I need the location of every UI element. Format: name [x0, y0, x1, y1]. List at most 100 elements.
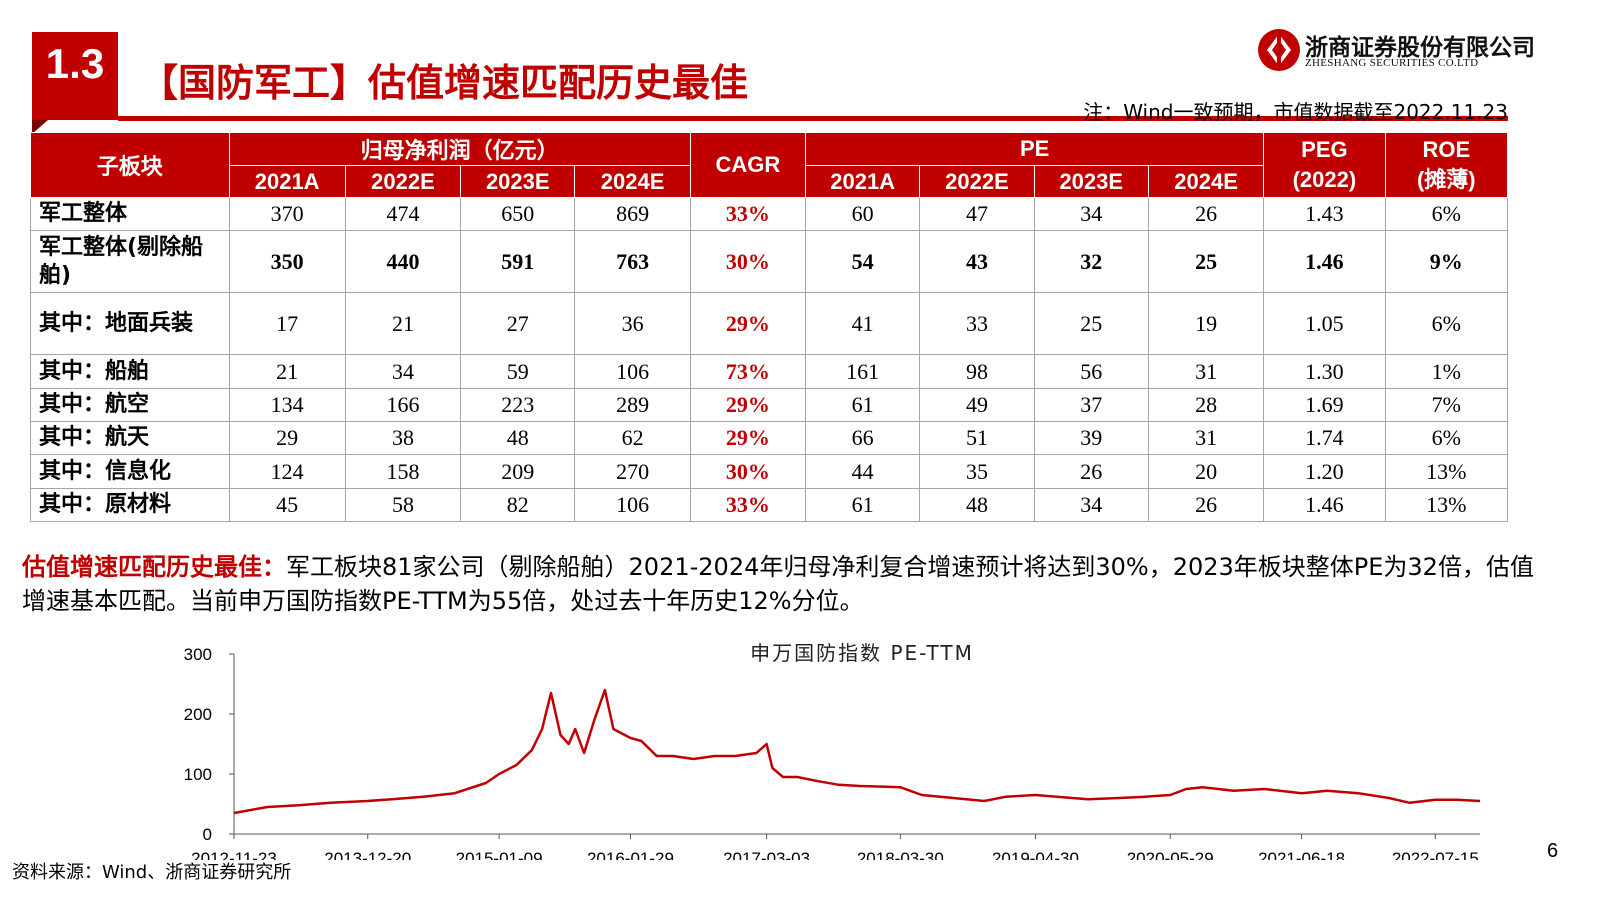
chart-title: 申万国防指数 PE-TTM: [750, 641, 974, 665]
cell-peg: 1.46: [1263, 230, 1386, 293]
header-profit-group: 归母净利润（亿元）: [228, 132, 691, 166]
x-tick-label: 2022-07-15: [1392, 849, 1479, 860]
cell-profit-2023: 82: [460, 488, 576, 522]
cell-pe-2022: 33: [919, 292, 1035, 355]
cell-profit-2021: 370: [228, 197, 346, 231]
cell-pe-2022: 49: [919, 388, 1035, 422]
cell-peg: 1.46: [1263, 488, 1386, 522]
cell-pe-2024: 31: [1147, 354, 1265, 389]
x-tick-label: 2019-04-30: [992, 849, 1079, 860]
cell-profit-2024: 270: [574, 454, 691, 489]
cell-profit-2024: 106: [574, 354, 691, 389]
section-number: 1.3: [32, 32, 118, 134]
header-profit-year: 2023E: [460, 165, 576, 198]
cell-pe-2021: 60: [805, 197, 921, 231]
cell-pe-2023: 26: [1033, 454, 1149, 489]
cell-pe-2021: 41: [805, 292, 921, 355]
cell-profit-2022: 158: [344, 454, 462, 489]
cell-profit-2023: 223: [460, 388, 576, 422]
cell-pe-2023: 32: [1033, 230, 1149, 293]
cell-profit-2021: 124: [228, 454, 346, 489]
cell-peg: 1.30: [1263, 354, 1386, 389]
header-profit-year: 2021A: [228, 165, 346, 198]
cell-roe: 6%: [1384, 197, 1509, 231]
header-sector: 子板块: [30, 132, 230, 198]
cell-peg: 1.74: [1263, 421, 1386, 455]
cell-pe-2023: 34: [1033, 488, 1149, 522]
cell-pe-2021: 44: [805, 454, 921, 489]
cell-cagr: 29%: [689, 421, 807, 455]
cell-profit-2022: 474: [344, 197, 462, 231]
cell-roe: 6%: [1384, 292, 1509, 355]
cell-profit-2021: 17: [228, 292, 346, 355]
table-row: 其中：原材料 45 58 82 106 33% 61 48 34 26 1.46…: [30, 488, 1509, 522]
page-title: 【国防军工】估值增速匹配历史最佳: [140, 61, 749, 105]
valuation-table: 子板块 归母净利润（亿元） CAGR PE PEG (2022) ROE (摊薄) …: [30, 132, 1509, 522]
cell-profit-2022: 21: [344, 292, 462, 355]
header-pe-year: 2024E: [1147, 165, 1265, 198]
x-tick-label: 2021-06-18: [1258, 849, 1345, 860]
x-tick-label: 2016-01-29: [587, 849, 674, 860]
cell-pe-2024: 31: [1147, 421, 1265, 455]
header-pe-group: PE: [805, 132, 1265, 166]
cell-pe-2021: 161: [805, 354, 921, 389]
pe-ttm-chart: 0 100 200 300 2012-11-23 2013-12-20 2015-01-09…: [184, 641, 1481, 860]
header-profit-year: 2022E: [344, 165, 462, 198]
cell-pe-2024: 20: [1147, 454, 1265, 489]
header-cagr: CAGR: [689, 132, 807, 198]
cell-profit-2022: 58: [344, 488, 462, 522]
cell-profit-2021: 350: [228, 230, 346, 293]
cell-cagr: 29%: [689, 388, 807, 422]
cell-profit-2024: 62: [574, 421, 691, 455]
cell-pe-2023: 34: [1033, 197, 1149, 231]
cell-profit-2021: 21: [228, 354, 346, 389]
row-name: 其中：船舶: [30, 354, 230, 389]
x-tick-label: 2013-12-20: [324, 849, 411, 860]
table-row: 军工整体 370 474 650 869 33% 60 47 34 26 1.4…: [30, 197, 1509, 231]
row-name: 其中：原材料: [30, 488, 230, 522]
row-name: 其中：信息化: [30, 454, 230, 489]
cell-roe: 6%: [1384, 421, 1509, 455]
cell-profit-2024: 869: [574, 197, 691, 231]
y-tick-label: 0: [203, 825, 212, 844]
cell-profit-2021: 45: [228, 488, 346, 522]
cell-cagr: 29%: [689, 292, 807, 355]
row-name: 其中：航空: [30, 388, 230, 422]
cell-cagr: 33%: [689, 488, 807, 522]
cell-pe-2023: 56: [1033, 354, 1149, 389]
table-row: 其中：航空 134 166 223 289 29% 61 49 37 28 1.…: [30, 388, 1509, 422]
summary-body: 军工板块81家公司（剔除船舶）2021-2024年归母净利复合增速预计将达到30…: [22, 553, 1534, 615]
cell-pe-2024: 19: [1147, 292, 1265, 355]
cell-profit-2021: 29: [228, 421, 346, 455]
cell-cagr: 33%: [689, 197, 807, 231]
x-tick-label: 2012-11-23: [191, 849, 277, 860]
cell-roe: 13%: [1384, 454, 1509, 489]
cell-pe-2024: 28: [1147, 388, 1265, 422]
summary-lead: 估值增速匹配历史最佳：: [22, 553, 286, 581]
cell-profit-2024: 36: [574, 292, 691, 355]
row-name: 其中：航天: [30, 421, 230, 455]
cell-pe-2024: 25: [1147, 230, 1265, 293]
x-tick-label: 2020-05-29: [1127, 849, 1214, 860]
cell-pe-2022: 43: [919, 230, 1035, 293]
cell-profit-2022: 166: [344, 388, 462, 422]
table-row: 其中：船舶 21 34 59 106 73% 161 98 56 31 1.30…: [30, 354, 1509, 389]
cell-pe-2021: 66: [805, 421, 921, 455]
cell-pe-2024: 26: [1147, 197, 1265, 231]
cell-peg: 1.05: [1263, 292, 1386, 355]
table-row: 军工整体(剔除船舶) 350 440 591 763 30% 54 43 32 …: [30, 230, 1509, 293]
cell-pe-2023: 25: [1033, 292, 1149, 355]
cell-pe-2022: 47: [919, 197, 1035, 231]
summary-paragraph: 估值增速匹配历史最佳：军工板块81家公司（剔除船舶）2021-2024年归母净利…: [22, 550, 1542, 618]
cell-profit-2024: 106: [574, 488, 691, 522]
cell-roe: 1%: [1384, 354, 1509, 389]
cell-profit-2023: 59: [460, 354, 576, 389]
cell-profit-2023: 650: [460, 197, 576, 231]
header-pe-year: 2021A: [805, 165, 921, 198]
cell-profit-2024: 289: [574, 388, 691, 422]
cell-peg: 1.20: [1263, 454, 1386, 489]
header-roe-line2: (摊薄): [1416, 167, 1476, 192]
cell-pe-2022: 51: [919, 421, 1035, 455]
page-number: 6: [1547, 840, 1559, 862]
header-pe-year: 2023E: [1033, 165, 1149, 198]
